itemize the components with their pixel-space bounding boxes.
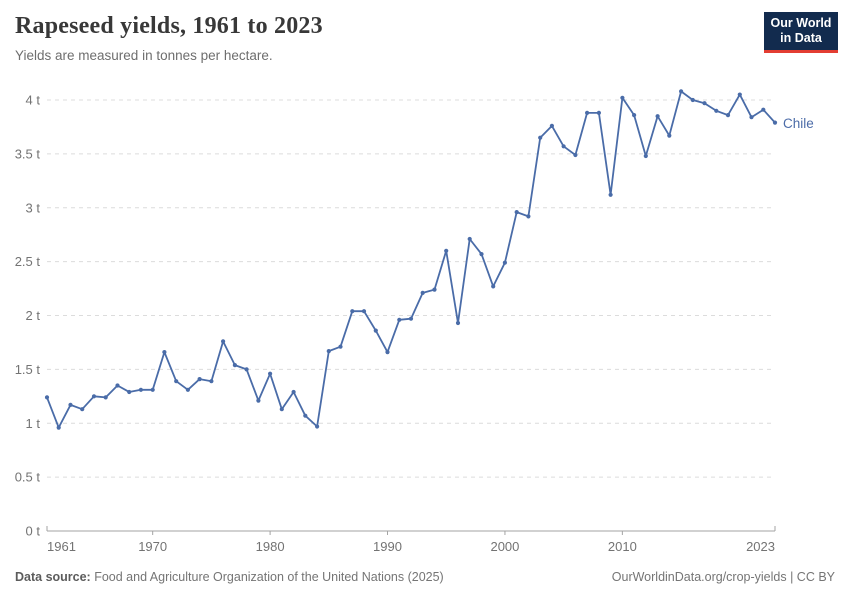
data-point[interactable] <box>315 424 320 429</box>
data-point[interactable] <box>68 402 73 407</box>
data-point[interactable] <box>655 114 660 119</box>
data-point[interactable] <box>244 367 249 372</box>
data-point[interactable] <box>714 108 719 113</box>
data-point[interactable] <box>679 89 684 94</box>
data-point[interactable] <box>397 317 402 322</box>
data-point[interactable] <box>526 214 531 219</box>
data-point[interactable] <box>772 120 778 125</box>
data-point[interactable] <box>596 110 602 115</box>
data-point[interactable] <box>350 309 355 314</box>
series-label-chile[interactable]: Chile <box>783 116 814 131</box>
owid-logo: Our World in Data <box>764 12 838 53</box>
chart-footer: Data source: Food and Agriculture Organi… <box>15 570 835 584</box>
data-point[interactable] <box>408 316 414 321</box>
data-point[interactable] <box>420 290 425 295</box>
data-point[interactable] <box>232 363 237 368</box>
data-point[interactable] <box>221 339 226 344</box>
data-point[interactable] <box>761 107 766 112</box>
data-point[interactable] <box>185 387 190 392</box>
data-point[interactable] <box>361 309 367 314</box>
data-point[interactable] <box>432 287 437 292</box>
data-point[interactable] <box>174 379 179 384</box>
data-point[interactable] <box>326 349 331 354</box>
data-point[interactable] <box>256 398 261 403</box>
data-point[interactable] <box>303 413 308 418</box>
data-point[interactable] <box>561 144 566 149</box>
data-point[interactable] <box>338 344 343 349</box>
x-tick-label: 1961 <box>47 539 76 554</box>
y-tick-label: 2 t <box>26 308 41 323</box>
data-point[interactable] <box>115 383 120 388</box>
y-tick-label: 4 t <box>26 93 41 108</box>
data-point[interactable] <box>56 425 61 430</box>
data-point[interactable] <box>91 394 97 399</box>
data-source-label: Data source: <box>15 570 91 584</box>
data-point[interactable] <box>632 113 637 118</box>
y-tick-label: 2.5 t <box>15 254 41 269</box>
data-point[interactable] <box>643 153 648 159</box>
x-tick-label: 2000 <box>490 539 519 554</box>
data-point[interactable] <box>737 92 742 97</box>
data-point[interactable] <box>268 371 273 376</box>
data-point[interactable] <box>514 210 519 215</box>
data-point[interactable] <box>690 97 695 103</box>
data-point[interactable] <box>80 407 85 412</box>
data-point[interactable] <box>138 387 143 392</box>
x-tick-label: 2010 <box>608 539 637 554</box>
data-point[interactable] <box>444 248 449 253</box>
y-tick-label: 3 t <box>26 200 41 215</box>
data-point[interactable] <box>467 236 472 242</box>
data-point[interactable] <box>608 192 613 197</box>
chart-subtitle: Yields are measured in tonnes per hectar… <box>15 48 273 63</box>
data-point[interactable] <box>455 320 461 326</box>
data-point[interactable] <box>585 110 590 115</box>
data-point[interactable] <box>620 95 625 100</box>
chart-header: Rapeseed yields, 1961 to 2023 Yields are… <box>15 13 323 63</box>
series-line[interactable] <box>46 90 776 429</box>
y-tick-label: 3.5 t <box>15 146 41 161</box>
data-point[interactable] <box>573 152 578 158</box>
data-source-text: Food and Agriculture Organization of the… <box>90 570 444 584</box>
data-point[interactable] <box>725 113 731 118</box>
data-point[interactable] <box>291 389 296 395</box>
owid-logo-line2: in Data <box>780 31 822 45</box>
data-point[interactable] <box>702 101 707 106</box>
data-point[interactable] <box>385 350 390 355</box>
data-point[interactable] <box>667 133 672 138</box>
data-point[interactable] <box>749 115 754 120</box>
data-source: Data source: Food and Agriculture Organi… <box>15 570 444 584</box>
y-tick-label: 0 t <box>26 524 41 539</box>
owid-logo-line1: Our World <box>770 16 832 30</box>
y-tick-label: 0.5 t <box>15 470 41 485</box>
data-point[interactable] <box>373 328 378 333</box>
data-point[interactable] <box>279 407 284 412</box>
x-tick-label: 2023 <box>746 539 775 554</box>
x-tick-label: 1990 <box>373 539 402 554</box>
data-point[interactable] <box>549 123 555 128</box>
data-point[interactable] <box>502 260 507 265</box>
data-point[interactable] <box>150 387 155 392</box>
data-point[interactable] <box>479 252 484 257</box>
y-tick-label: 1.5 t <box>15 362 41 377</box>
data-point[interactable] <box>44 395 50 400</box>
data-point[interactable] <box>491 284 496 289</box>
credit-link[interactable]: OurWorldinData.org/crop-yields | CC BY <box>611 570 835 584</box>
page-title: Rapeseed yields, 1961 to 2023 <box>15 13 323 39</box>
data-point[interactable] <box>127 389 132 395</box>
x-tick-label: 1980 <box>256 539 285 554</box>
data-point[interactable] <box>197 377 202 382</box>
y-tick-label: 1 t <box>26 416 41 431</box>
data-point[interactable] <box>103 395 108 400</box>
x-tick-label: 1970 <box>138 539 167 554</box>
data-point[interactable] <box>209 379 214 384</box>
data-point[interactable] <box>162 350 167 355</box>
data-point[interactable] <box>538 135 543 140</box>
